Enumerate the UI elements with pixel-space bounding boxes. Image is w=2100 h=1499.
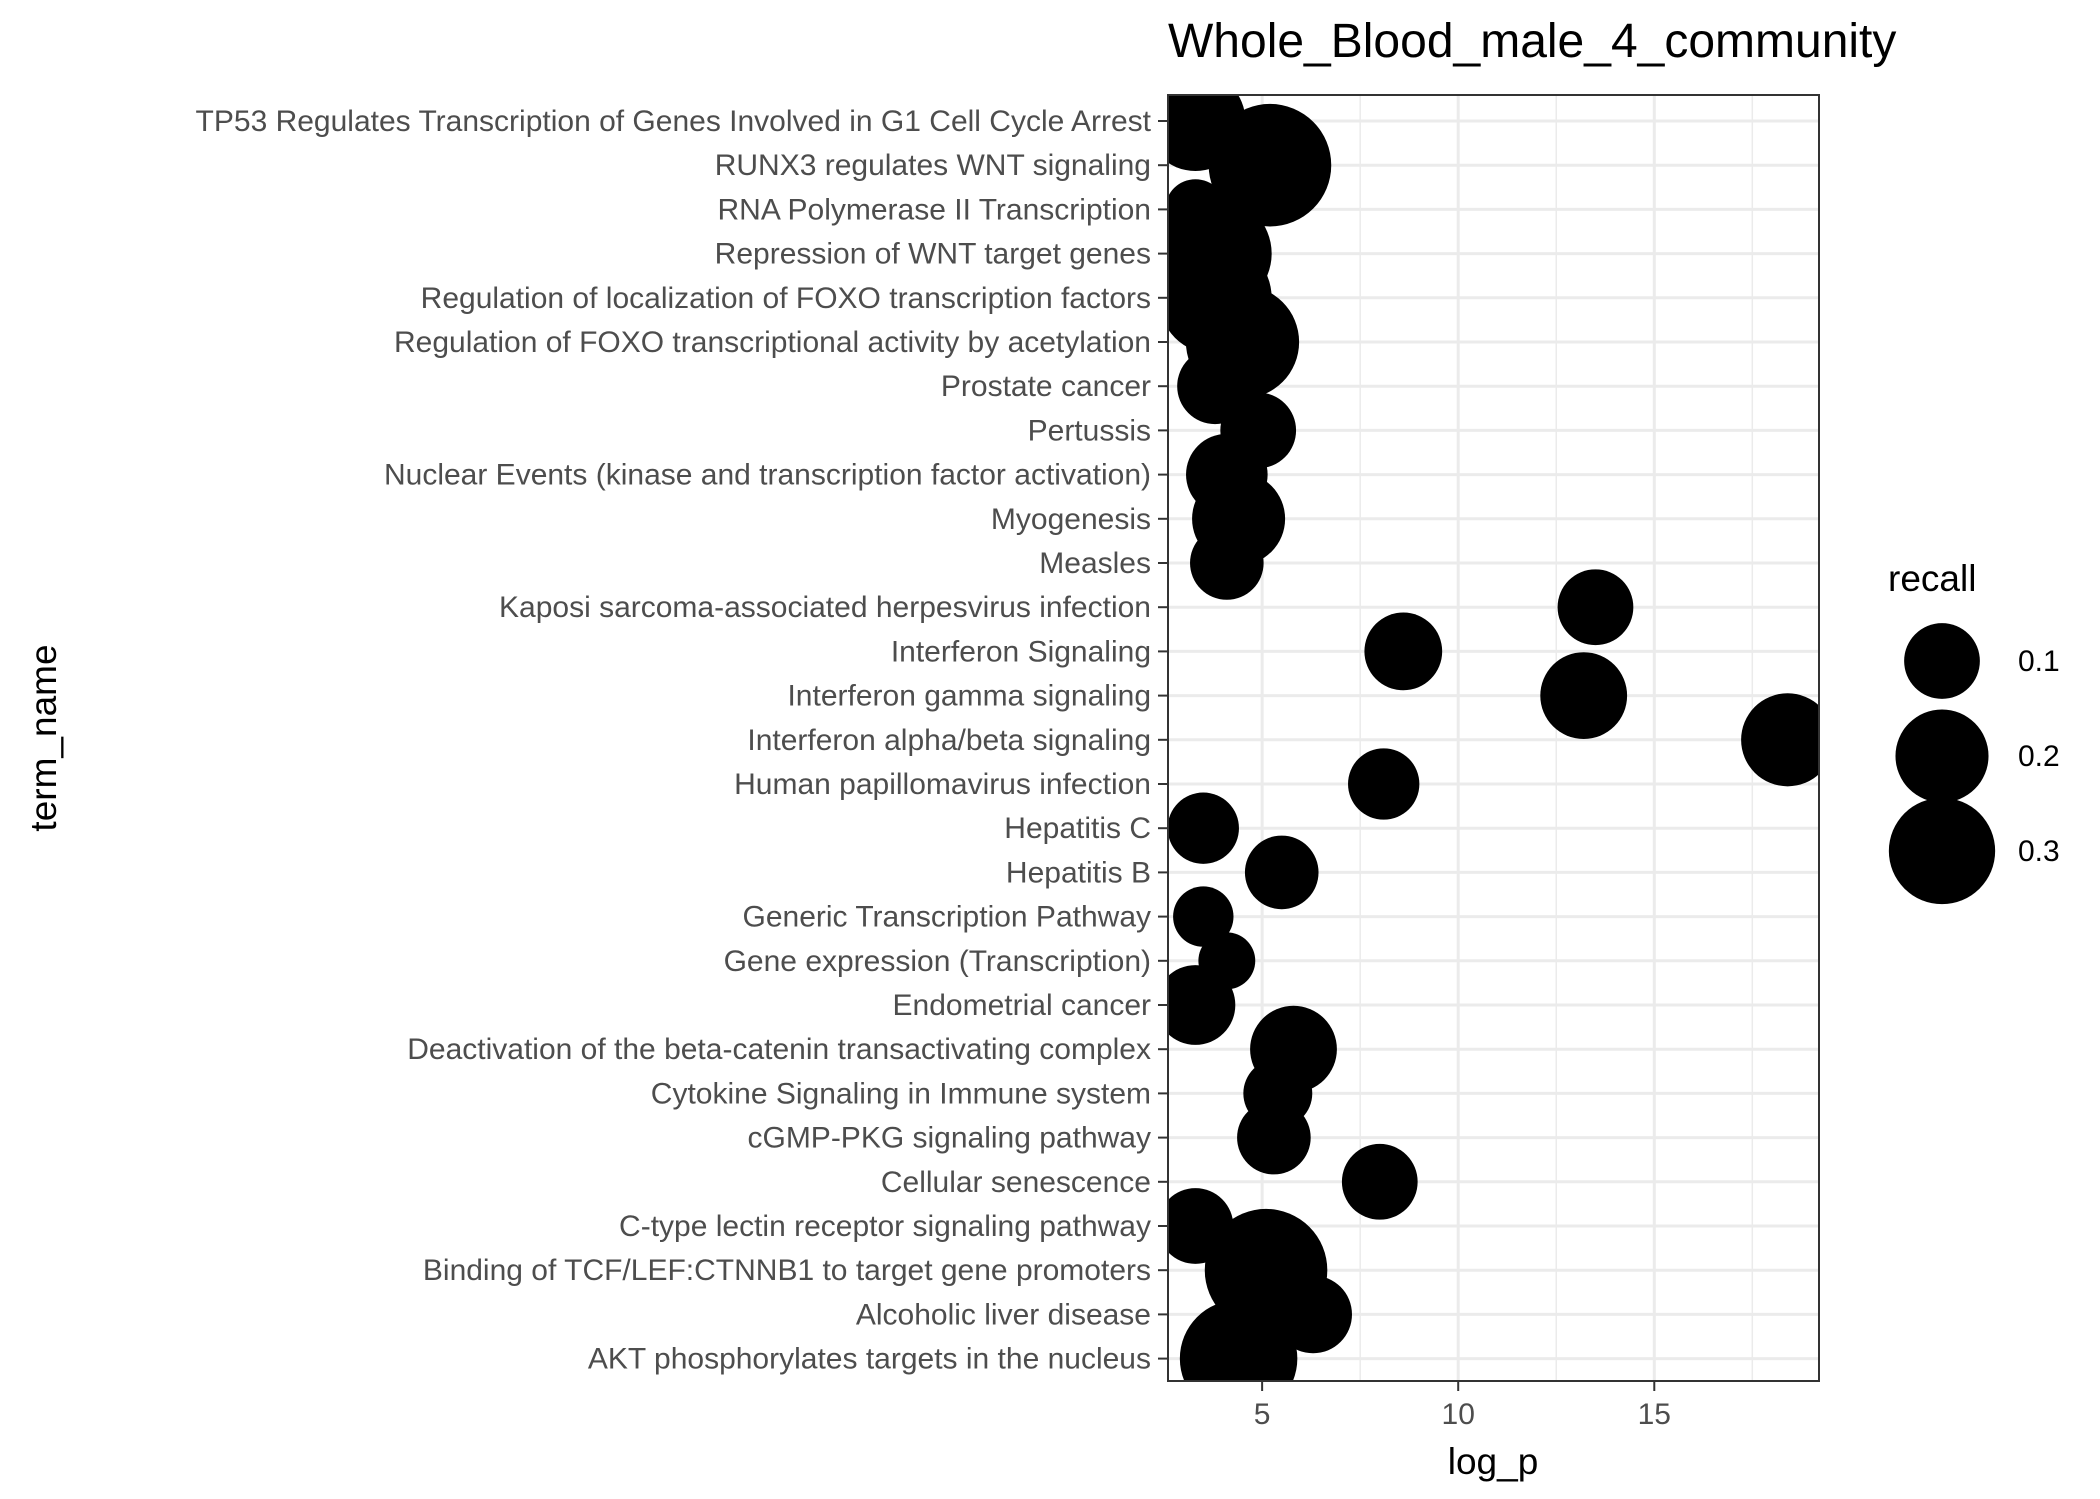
y-tick-label: cGMP-PKG signaling pathway	[747, 1122, 1151, 1155]
y-tick-label: Generic Transcription Pathway	[742, 901, 1151, 934]
y-tick-label: Interferon alpha/beta signaling	[747, 724, 1151, 757]
data-points	[1168, 95, 1819, 1381]
y-tick-label: Repression of WNT target genes	[715, 238, 1151, 271]
y-tick-label: RNA Polymerase II Transcription	[718, 193, 1152, 226]
x-tick-label: 10	[1442, 1398, 1475, 1431]
legend-key-bubble	[1888, 797, 1996, 905]
y-axis-ticks: TP53 Regulates Transcription of Genes In…	[196, 105, 1168, 1376]
y-tick-label: Interferon Signaling	[891, 635, 1151, 668]
size-legend: recall 0.1 0.2 0.3	[1888, 558, 2060, 905]
bubble-point	[1168, 792, 1239, 864]
bubble-point	[1741, 693, 1819, 787]
y-tick-label: Kaposi sarcoma-associated herpesvirus in…	[499, 591, 1151, 624]
y-axis-title: term_name	[23, 644, 64, 831]
legend-key-bubble	[1895, 709, 1989, 803]
y-tick-label: Regulation of FOXO transcriptional activ…	[394, 326, 1151, 359]
legend-key-label: 0.1	[2018, 645, 2060, 678]
bubble-point	[1557, 569, 1634, 646]
x-tick-label: 15	[1638, 1398, 1671, 1431]
x-axis-ticks: 5 10 15	[1254, 1381, 1671, 1431]
y-tick-label: Alcoholic liver disease	[856, 1298, 1151, 1331]
legend-key-bubble	[1904, 623, 1980, 699]
y-tick-label: Hepatitis C	[1004, 812, 1151, 845]
y-tick-label: Regulation of localization of FOXO trans…	[421, 282, 1151, 315]
y-tick-label: Deactivation of the beta-catenin transac…	[407, 1033, 1151, 1066]
bubble-point	[1364, 612, 1443, 691]
y-tick-label: Endometrial cancer	[893, 989, 1151, 1022]
bubble-point	[1168, 965, 1236, 1045]
y-tick-label: Interferon gamma signaling	[787, 680, 1151, 713]
y-tick-label: AKT phosphorylates targets in the nucleu…	[588, 1343, 1151, 1376]
y-tick-label: C-type lectin receptor signaling pathway	[619, 1210, 1151, 1243]
y-tick-label: RUNX3 regulates WNT signaling	[715, 149, 1151, 182]
x-tick-label: 5	[1254, 1398, 1271, 1431]
bubble-point	[1274, 1275, 1352, 1354]
bubble-point	[1179, 1299, 1298, 1381]
y-tick-label: Cytokine Signaling in Immune system	[651, 1077, 1151, 1110]
y-tick-label: TP53 Regulates Transcription of Genes In…	[196, 105, 1152, 138]
legend-title: recall	[1888, 558, 1976, 599]
bubble-point	[1540, 652, 1628, 739]
bubble-point	[1173, 886, 1234, 947]
legend-key-label: 0.3	[2018, 835, 2060, 868]
y-tick-label: Human papillomavirus infection	[734, 768, 1151, 801]
y-tick-label: Measles	[1039, 547, 1151, 580]
y-tick-label: Nuclear Events (kinase and transcription…	[384, 459, 1151, 492]
y-tick-label: Binding of TCF/LEF:CTNNB1 to target gene…	[423, 1254, 1151, 1287]
bubble-point	[1237, 1100, 1311, 1175]
chart-title: Whole_Blood_male_4_community	[1168, 15, 1896, 68]
bubble-point	[1244, 835, 1319, 910]
y-tick-label: Myogenesis	[991, 503, 1151, 536]
y-tick-label: Gene expression (Transcription)	[724, 945, 1151, 978]
y-tick-label: Prostate cancer	[941, 370, 1151, 403]
legend-key-label: 0.2	[2018, 740, 2060, 773]
bubble-point	[1208, 103, 1332, 227]
y-tick-label: Pertussis	[1028, 414, 1151, 447]
y-tick-label: Hepatitis B	[1006, 856, 1151, 889]
y-tick-label: Cellular senescence	[881, 1166, 1151, 1199]
plot-panel-border	[1167, 94, 1820, 1382]
bubble-point	[1341, 1143, 1418, 1220]
bubble-point	[1190, 526, 1264, 600]
x-axis-title: log_p	[1448, 1441, 1539, 1482]
bubble-point	[1348, 748, 1420, 820]
